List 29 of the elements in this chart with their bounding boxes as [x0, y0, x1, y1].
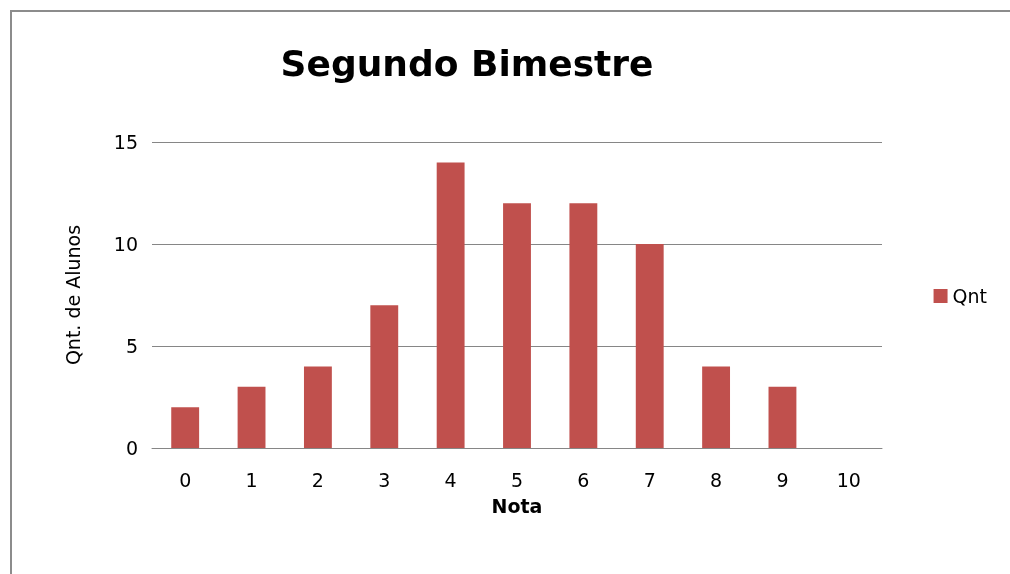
bar — [436, 162, 465, 448]
bar — [237, 386, 266, 448]
bar — [303, 366, 332, 448]
bar — [503, 203, 531, 448]
y-tick-label: 10 — [113, 233, 138, 255]
x-tick-label: 1 — [245, 468, 258, 491]
bar — [370, 305, 399, 448]
x-tick-label: 5 — [510, 468, 524, 491]
bar — [635, 244, 664, 448]
x-tick-label: 4 — [444, 468, 457, 491]
x-tick-label: 6 — [577, 468, 590, 491]
legend-label: Qnt — [952, 285, 988, 307]
x-tick-label: 8 — [710, 468, 723, 491]
bar — [768, 386, 797, 448]
x-tick-label: 0 — [179, 468, 192, 491]
x-tick-label: 3 — [378, 468, 391, 491]
bar — [171, 407, 200, 448]
x-tick-label: 9 — [776, 468, 789, 491]
y-tick-label: 15 — [113, 131, 138, 153]
y-axis-title: Qnt. de Alunos — [61, 224, 84, 366]
chart-title: Segundo Bimestre — [280, 42, 654, 84]
y-tick-label: 5 — [125, 335, 138, 357]
bar — [702, 366, 731, 448]
x-tick-label: 10 — [836, 468, 861, 491]
x-tick-label: 2 — [311, 468, 324, 491]
bar — [569, 203, 598, 448]
x-tick-label: 7 — [643, 468, 656, 491]
x-axis-title: Nota — [491, 494, 543, 517]
y-tick-label: 0 — [125, 437, 138, 459]
